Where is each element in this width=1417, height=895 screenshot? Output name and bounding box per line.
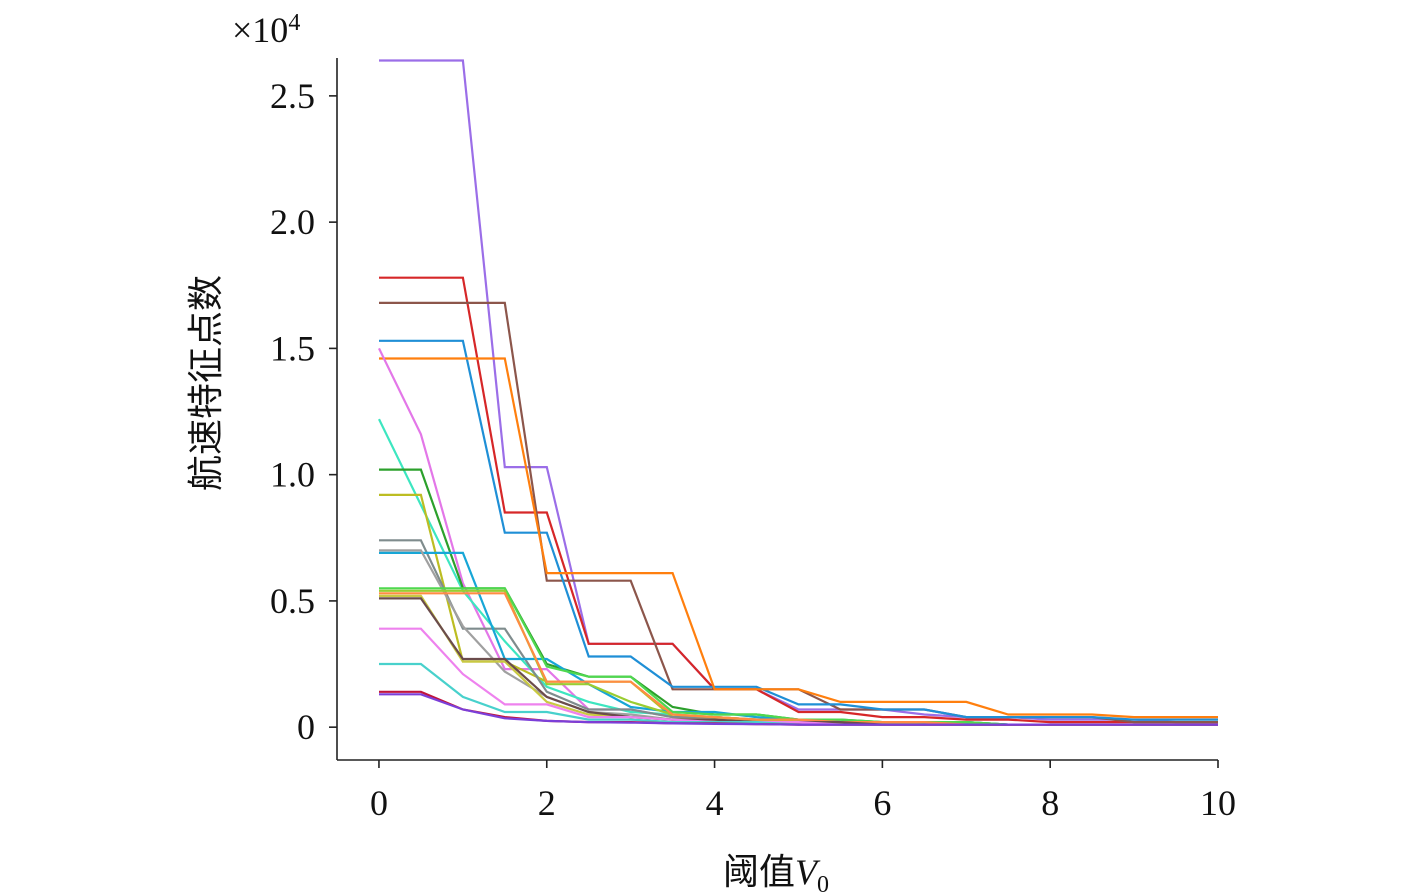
y-ticks-group: 0 0.5 1.0 1.5 2.0 2.5 — [270, 76, 337, 747]
series-line-12 — [379, 549, 1218, 726]
y-tick-label: 0.5 — [270, 581, 315, 621]
x-tick-label: 6 — [873, 783, 891, 823]
y-tick-label: 2.5 — [270, 76, 315, 116]
x-axis-label-text: 阈值 — [723, 852, 795, 893]
series-line-1 — [379, 59, 1218, 724]
x-tick-label: 4 — [706, 783, 724, 823]
series-line-4 — [379, 339, 1218, 721]
series-line-10 — [379, 539, 1218, 726]
series-line-11 — [379, 551, 1218, 726]
series-line-2 — [379, 276, 1218, 724]
x-tick-label: 8 — [1041, 783, 1059, 823]
series-line-5 — [379, 357, 1218, 719]
y-tick-label: 1.5 — [270, 328, 315, 368]
y-multiplier-base: ×10 — [232, 10, 288, 50]
y-tick-label: 1.0 — [270, 455, 315, 495]
x-ticks-group: 0 2 4 6 8 10 — [370, 760, 1236, 823]
x-axis-label-subscript: 0 — [817, 872, 829, 895]
y-axis-label: 航速特征点数 — [186, 275, 227, 491]
y-multiplier-label: ×104 — [232, 10, 300, 50]
x-tick-label: 2 — [538, 783, 556, 823]
x-tick-label: 0 — [370, 783, 388, 823]
axes-group — [336, 58, 1218, 761]
y-multiplier-exponent: 4 — [288, 10, 300, 36]
series-line-21 — [379, 693, 1218, 726]
x-axis-label: 阈值V0 — [723, 852, 829, 895]
y-tick-label: 2.0 — [270, 202, 315, 242]
y-tick-label: 0 — [297, 707, 315, 747]
series-line-6 — [378, 347, 1218, 726]
x-tick-label: 10 — [1200, 783, 1236, 823]
x-axis-label-variable: V — [795, 852, 821, 892]
series-group — [378, 59, 1218, 726]
